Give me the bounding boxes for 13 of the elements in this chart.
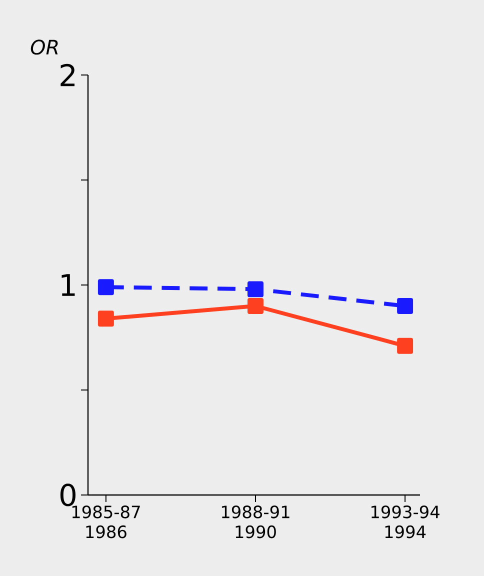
y-tick-label: 1 xyxy=(62,274,75,296)
x-tick-label: 1993-94 1994 xyxy=(372,506,440,538)
point xyxy=(248,281,264,298)
y-axis-title: OR xyxy=(30,40,58,55)
point xyxy=(397,298,414,314)
y-tick-label: 0 xyxy=(60,484,76,506)
point xyxy=(397,338,414,354)
point xyxy=(248,298,264,314)
y-tick-label: 2 xyxy=(60,64,74,86)
x-tick-label: 1985-87 1986 xyxy=(72,506,140,538)
x-tick-label: 1988-91 1990 xyxy=(222,506,290,538)
point xyxy=(98,310,114,327)
point xyxy=(98,279,114,296)
